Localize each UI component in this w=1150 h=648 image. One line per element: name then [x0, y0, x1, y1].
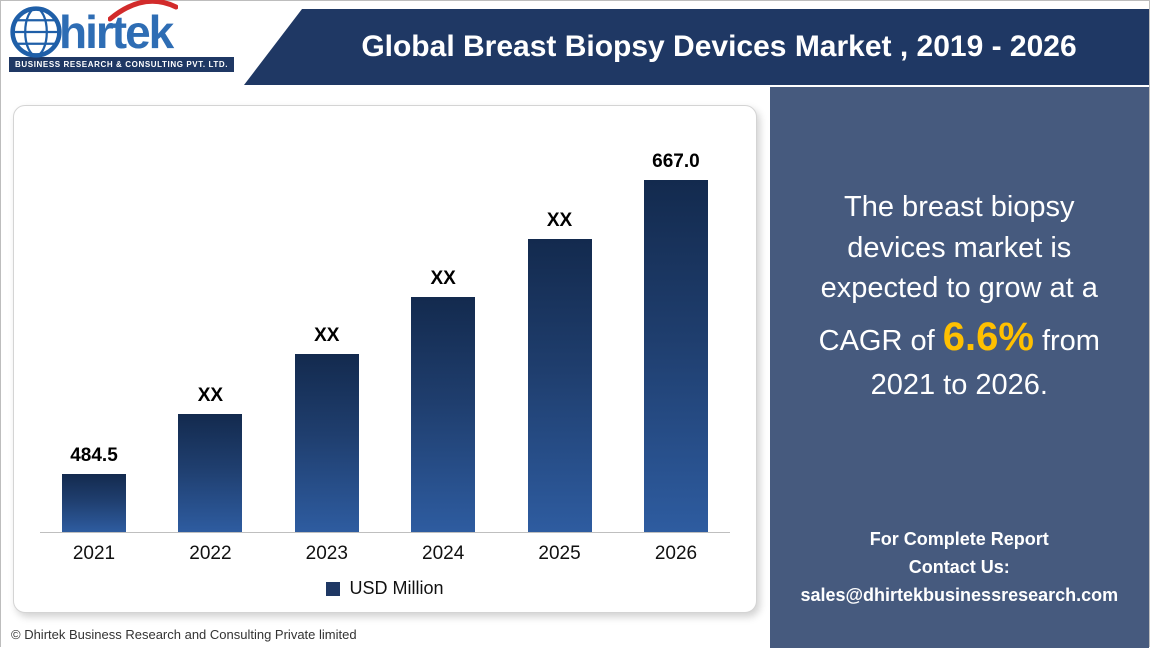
- year-label: 2022: [189, 543, 232, 564]
- bar-2026: [643, 180, 708, 532]
- year-label: 2025: [538, 543, 581, 564]
- plot-area: 484.5 XX XX XX XX: [32, 132, 738, 532]
- logo-tagline: Business Research & Consulting Pvt. Ltd.: [9, 57, 235, 72]
- year-label: 2024: [422, 543, 465, 564]
- bar-column-2025: XX: [527, 210, 592, 532]
- bar-chart: 484.5 XX XX XX XX: [13, 105, 757, 613]
- bar-2024: [411, 297, 476, 532]
- year-label: 2026: [654, 543, 698, 564]
- bar-value-label: XX: [197, 385, 224, 406]
- contact-email: sales@dhirtekbusinessresearch.com: [800, 585, 1119, 606]
- growth-message: The breast biopsy devices market is expe…: [796, 187, 1123, 405]
- x-axis-line: [40, 532, 730, 533]
- legend-label: USD Million: [349, 578, 444, 598]
- bar-value-label: XX: [546, 210, 573, 231]
- bar-column-2021: 484.5: [62, 445, 126, 532]
- contact-line-1: For Complete Report: [869, 529, 1049, 550]
- bar-2023: [294, 354, 359, 532]
- page-title: Global Breast Biopsy Devices Market , 20…: [361, 30, 1077, 63]
- bar-value-label: XX: [314, 325, 340, 346]
- year-label: 2023: [305, 543, 348, 564]
- bar-column-2023: XX: [294, 325, 359, 532]
- legend-swatch: [326, 581, 341, 596]
- growth-message-after: from 2021 to 2026.: [870, 324, 1100, 401]
- bar-column-2022: XX: [178, 385, 243, 532]
- copyright-text: © Dhirtek Business Research and Consulti…: [11, 627, 357, 642]
- x-axis-labels: 2021 2022 2023 2024 2025 2026: [32, 533, 738, 565]
- bar-value-label: XX: [430, 268, 456, 289]
- globe-icon: [10, 6, 62, 58]
- bar-value-label: 484.5: [70, 445, 118, 466]
- info-sidebar: The breast biopsy devices market is expe…: [769, 87, 1149, 648]
- bar-value-label: 667.0: [652, 151, 700, 172]
- bar-column-2026: 667.0: [643, 151, 708, 532]
- company-logo: hirtek Business Research & Consulting Pv…: [9, 0, 249, 72]
- contact-block: For Complete Report Contact Us: sales@dh…: [800, 526, 1118, 610]
- bar-2022: [178, 414, 243, 532]
- main-content: 484.5 XX XX XX XX: [1, 87, 1149, 648]
- contact-line-2: Contact Us:: [908, 557, 1010, 578]
- year-label: 2021: [72, 543, 116, 564]
- chart-section: 484.5 XX XX XX XX: [1, 87, 770, 648]
- header: hirtek Business Research & Consulting Pv…: [1, 0, 1149, 87]
- cagr-highlight: 6.6%: [942, 314, 1034, 359]
- logo-swoosh-icon: [108, 0, 179, 22]
- growth-message-before: The breast biopsy devices market is expe…: [818, 191, 1098, 357]
- title-banner: Global Breast Biopsy Devices Market , 20…: [244, 9, 1149, 85]
- bar-2025: [527, 239, 592, 532]
- chart-legend: USD Million: [32, 578, 738, 599]
- bar-2021: [62, 474, 126, 532]
- brand-name: hirtek: [59, 0, 179, 55]
- bar-column-2024: XX: [411, 268, 476, 532]
